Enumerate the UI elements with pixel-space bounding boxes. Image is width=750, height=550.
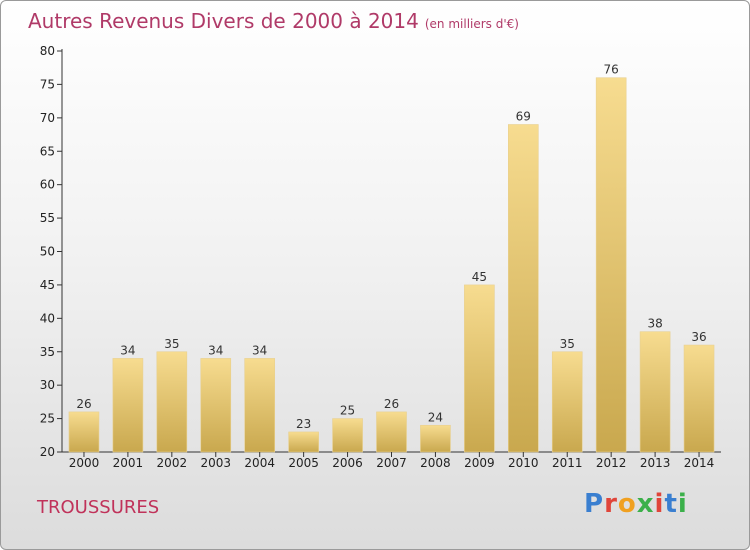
bar-value-label: 26 (76, 397, 91, 411)
y-tick-label: 40 (40, 311, 55, 325)
y-tick-label: 60 (40, 178, 55, 192)
bar (639, 331, 671, 453)
bar-value-label: 35 (560, 337, 575, 351)
bar-value-label: 34 (120, 343, 135, 357)
bar-value-label: 45 (472, 270, 487, 284)
x-tick-label: 2005 (288, 456, 319, 470)
title-unit: (en milliers d'€) (424, 17, 519, 31)
x-tick-label: 2013 (640, 456, 671, 470)
bar (112, 358, 144, 453)
y-tick-label: 35 (40, 345, 55, 359)
x-tick-label: 2000 (69, 456, 100, 470)
bar (464, 284, 495, 453)
x-tick-label: 2004 (244, 456, 275, 470)
bar-value-label: 76 (604, 63, 619, 77)
bar (288, 431, 319, 453)
x-tick-label: 2011 (552, 456, 583, 470)
bar (332, 418, 363, 453)
bar-value-label: 69 (516, 110, 531, 124)
y-tick-label: 70 (40, 111, 55, 125)
y-tick-label: 25 (40, 412, 55, 426)
y-tick-label: 75 (40, 77, 55, 91)
bar (200, 358, 232, 453)
logo-letter: i (654, 489, 665, 519)
x-tick-label: 2008 (420, 456, 451, 470)
bar-value-label: 35 (164, 337, 179, 351)
bar (156, 351, 188, 453)
x-tick-label: 2001 (113, 456, 144, 470)
x-tick-label: 2012 (596, 456, 627, 470)
y-tick-label: 55 (40, 211, 55, 225)
bar (68, 411, 100, 453)
logo-letter: o (617, 489, 637, 519)
x-tick-label: 2009 (464, 456, 495, 470)
y-tick-label: 65 (40, 144, 55, 158)
x-tick-label: 2007 (376, 456, 407, 470)
x-tick-label: 2006 (332, 456, 363, 470)
bar (376, 411, 407, 453)
bar (244, 358, 275, 453)
logo-letter: r (604, 489, 618, 519)
x-tick-label: 2003 (200, 456, 231, 470)
bar-value-label: 23 (296, 417, 311, 431)
title-text: Autres Revenus Divers de 2000 à 2014 (28, 9, 419, 33)
y-tick-label: 50 (40, 245, 55, 259)
bar-value-label: 26 (384, 397, 399, 411)
logo-letter: t (664, 489, 678, 519)
x-tick-label: 2002 (157, 456, 188, 470)
chart-title: Autres Revenus Divers de 2000 à 2014 (en … (28, 9, 519, 33)
x-tick-label: 2010 (508, 456, 539, 470)
place-name: TROUSSURES (37, 497, 160, 518)
bar-value-label: 34 (252, 343, 267, 357)
bar-value-label: 36 (691, 330, 706, 344)
y-tick-label: 80 (40, 44, 55, 58)
y-tick-label: 45 (40, 278, 55, 292)
bar (420, 424, 451, 453)
bar-value-label: 34 (208, 343, 223, 357)
y-tick-label: 20 (40, 445, 55, 459)
bar-value-label: 25 (340, 404, 355, 418)
bar (551, 351, 583, 453)
bar-value-label: 38 (647, 317, 662, 331)
bar-value-label: 24 (428, 410, 443, 424)
logo-letter: x (636, 489, 655, 519)
bar (507, 124, 539, 453)
logo-letter: P (584, 489, 605, 519)
proxiti-logo: Proxiti (584, 489, 688, 519)
logo-letter: i (677, 489, 688, 519)
bar (595, 77, 627, 453)
x-tick-label: 2014 (684, 456, 715, 470)
bar (683, 344, 715, 453)
y-tick-label: 30 (40, 378, 55, 392)
